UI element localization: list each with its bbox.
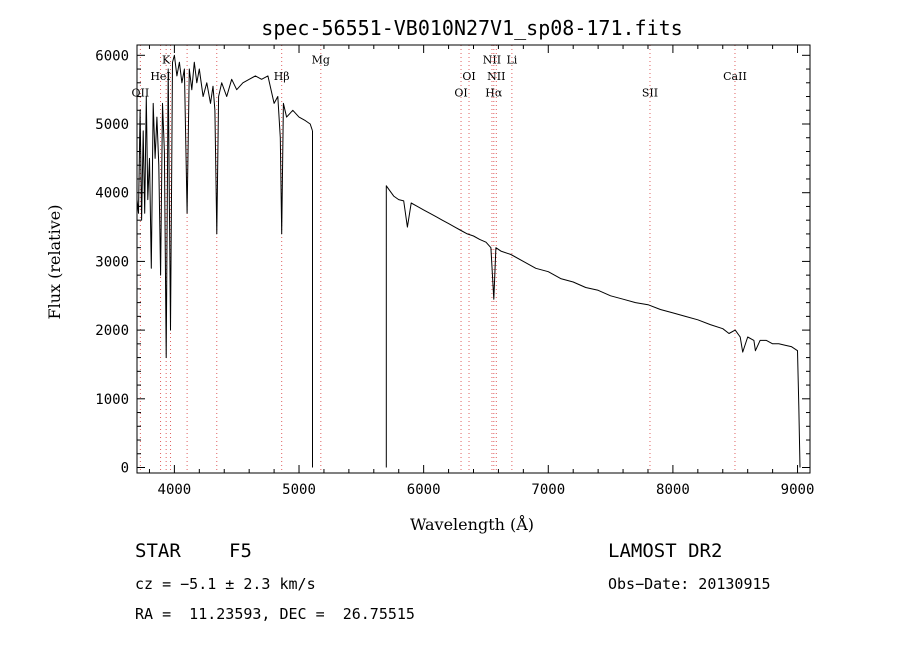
spectrum-line [136,54,313,359]
x-tick-label: 8000 [656,482,690,498]
spectrum-series [136,54,801,468]
spectral-line-label: OI [462,70,475,83]
object-type: STAR [135,540,181,562]
spectral-line-label: Mg [312,54,330,67]
survey-name: LAMOST DR2 [608,540,723,562]
y-tick-label: 1000 [95,392,129,408]
spectral-line-label: NII [487,70,505,83]
chart-title: spec-56551-VB010N27V1_sp08-171.fits [261,16,682,40]
x-tick-label: 4000 [158,482,192,498]
y-tick-label: 5000 [95,117,129,133]
observation-date: Obs−Date: 20130915 [608,575,771,593]
spectral-line-label: CaII [723,70,747,83]
x-tick-label: 6000 [407,482,441,498]
y-tick-label: 2000 [95,323,129,339]
plot-frame [136,44,811,474]
spectral-line-label: Hβ [274,70,290,83]
spectral-line-label: HeI [150,70,170,83]
axis-ticks: 4000 5000 6000 7000 8000 9000 0 1000 2000 3000 400… [95,45,814,498]
y-axis-label: Flux (relative) [45,205,64,320]
object-subclass: F5 [229,540,252,562]
spectral-line-label: SII [642,87,658,100]
spectral-line-label: Li [506,54,517,67]
x-tick-label: 9000 [781,482,815,498]
spectral-line-label: Hα [485,87,503,100]
spectral-line-label: OI [454,87,467,100]
spectrum-line [385,185,801,468]
x-tick-label: 7000 [531,482,565,498]
y-tick-label: 0 [121,461,129,477]
y-tick-label: 4000 [95,186,129,202]
y-tick-label: 6000 [95,48,129,64]
y-tick-label: 3000 [95,254,129,270]
ra-dec-coordinates: RA = 11.23593, DEC = 26.75515 [135,605,415,623]
x-tick-label: 5000 [282,482,316,498]
redshift-cz: cz = −5.1 ± 2.3 km/s [135,575,316,593]
spectral-line-label: K [162,54,171,67]
spectral-line-label: NII [483,54,501,67]
x-axis-label: Wavelength (Å) [410,514,534,534]
spectral-line-label: OII [132,87,150,100]
